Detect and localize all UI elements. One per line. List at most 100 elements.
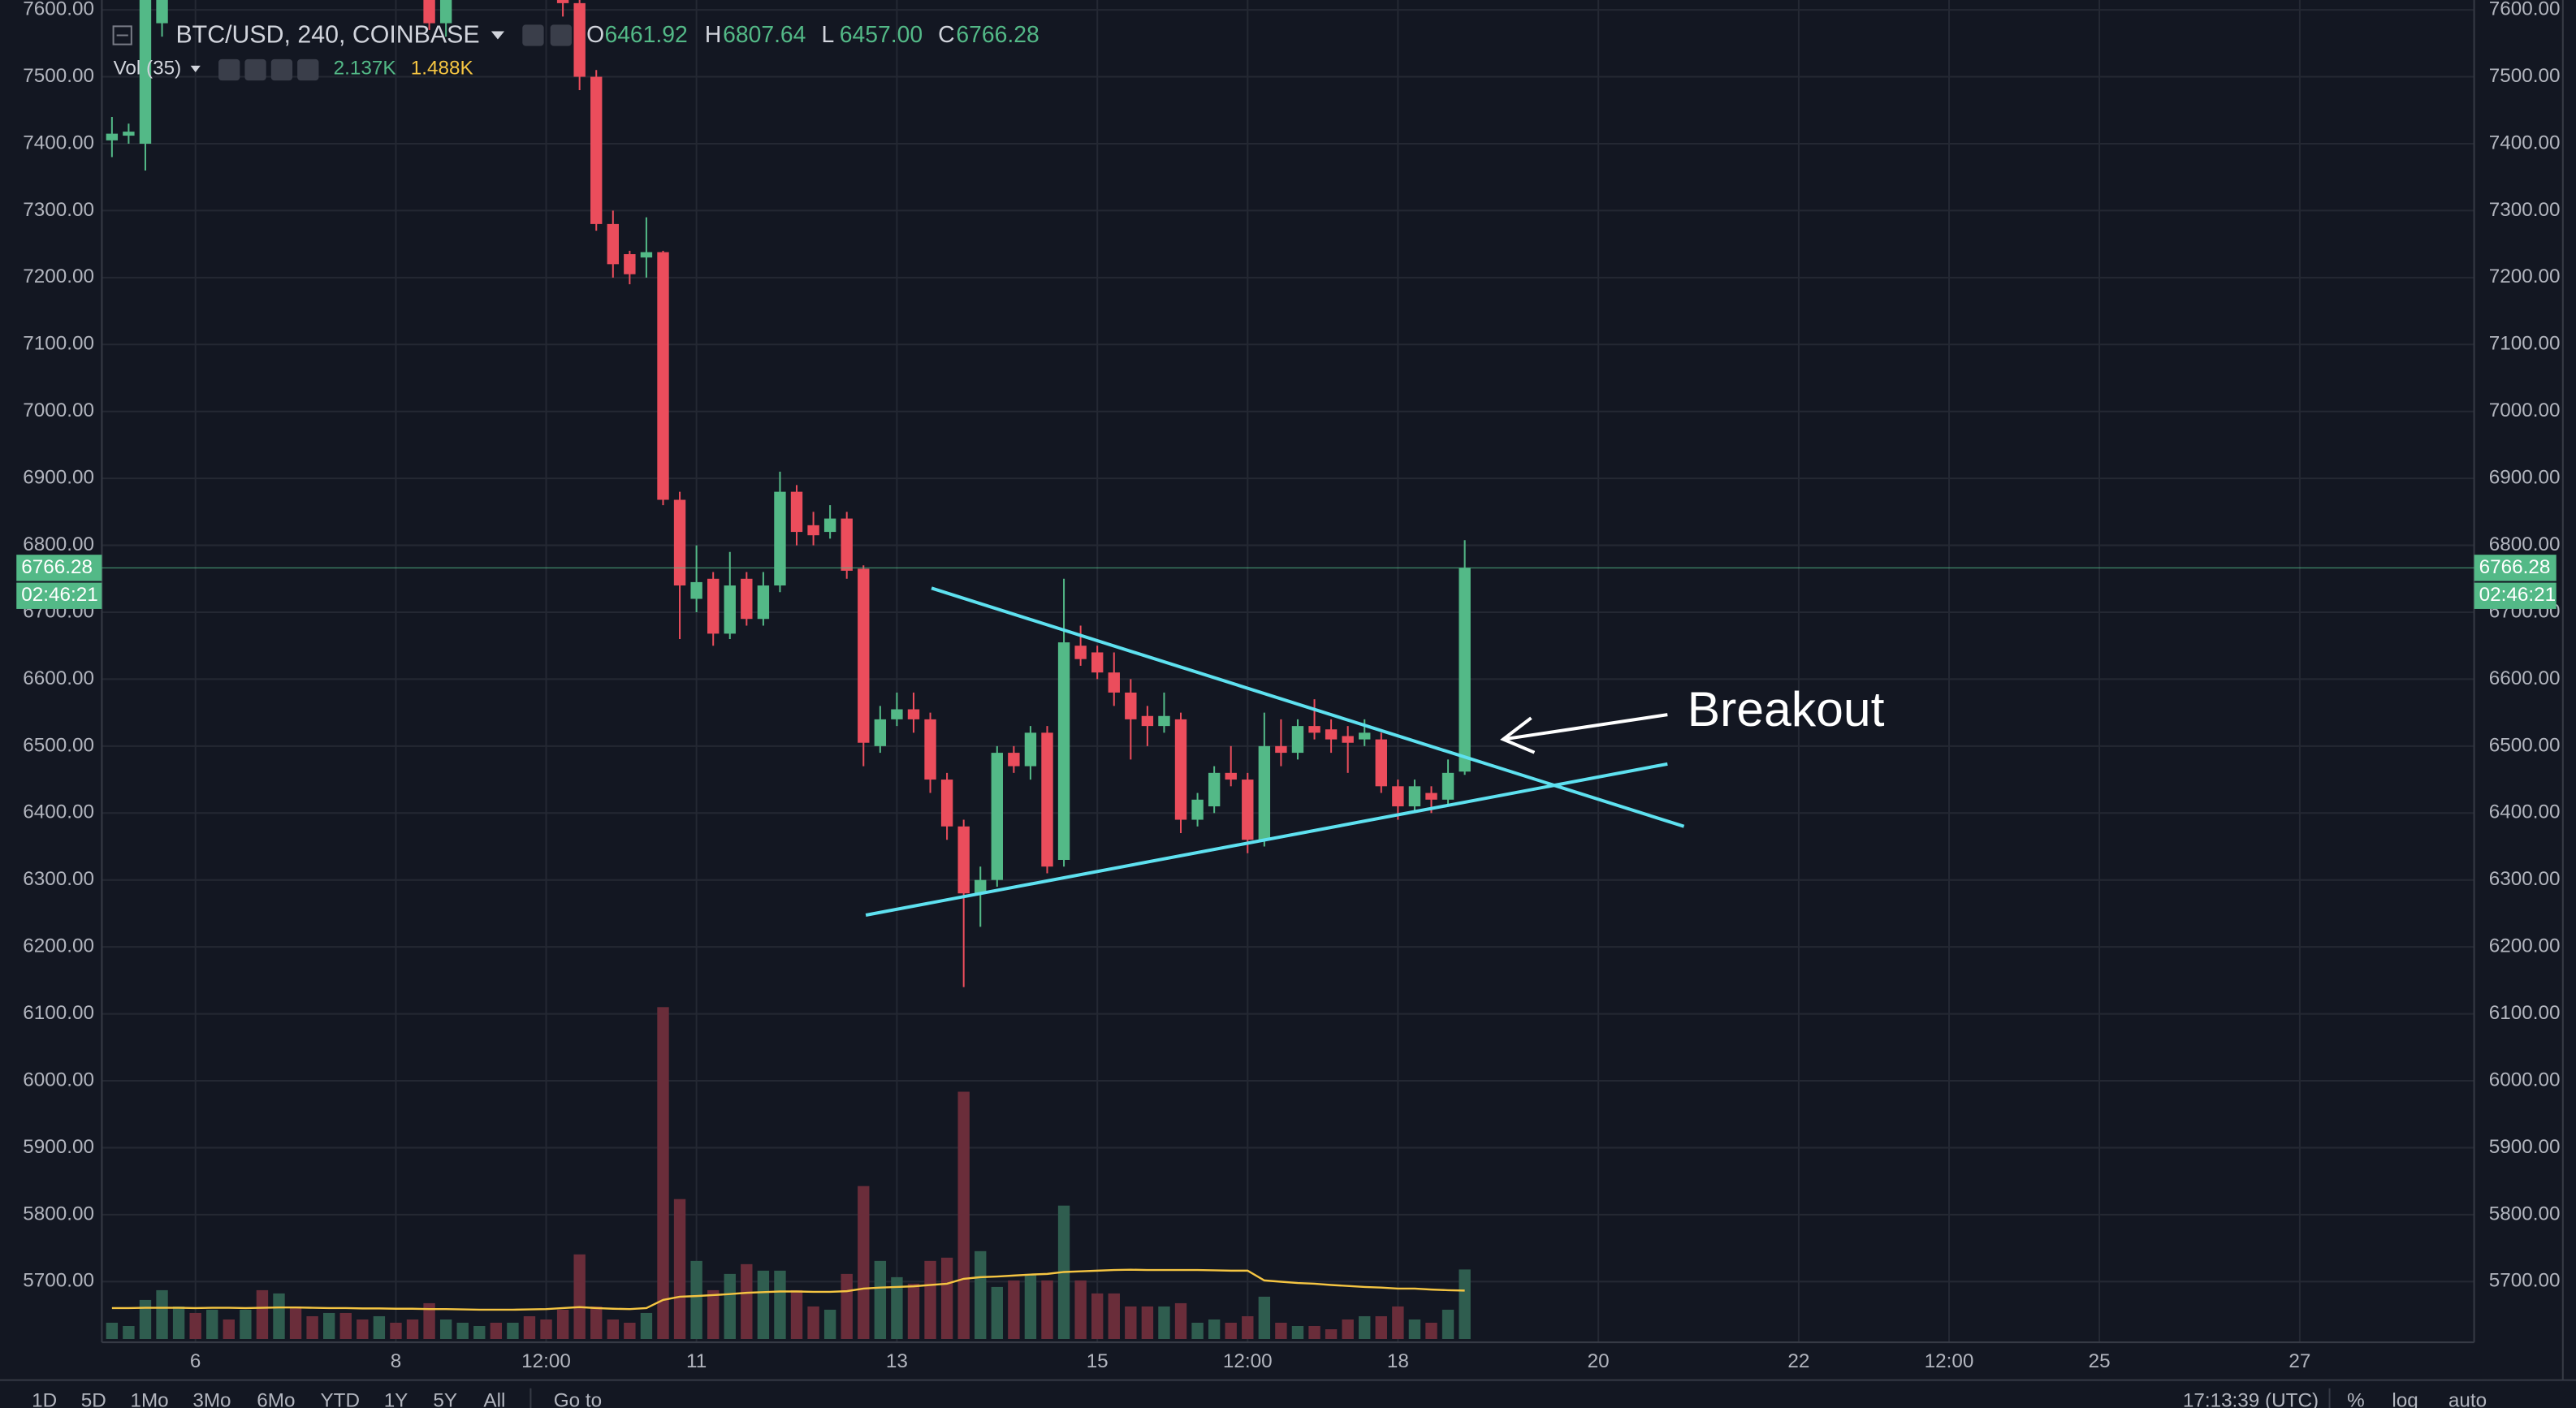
y-tick-label: 5700.00 xyxy=(23,1270,94,1292)
ohlc-key: O xyxy=(586,22,604,48)
range-button[interactable]: 6Mo xyxy=(257,1389,295,1408)
volume-bar xyxy=(172,1306,185,1340)
volume-bar xyxy=(1258,1296,1271,1340)
symbol-title[interactable]: BTC/USD, 240, COINBASE xyxy=(175,22,479,49)
candle-body xyxy=(1359,732,1371,740)
y-tick-label: 6400.00 xyxy=(23,801,94,823)
y-tick-label: 7500.00 xyxy=(2489,65,2561,87)
y-tick-label: 5900.00 xyxy=(23,1136,94,1158)
ohlc-value: 6807.64 xyxy=(723,22,806,48)
volume-bar xyxy=(907,1283,920,1340)
volume-bar xyxy=(1459,1269,1471,1340)
goto-button[interactable]: Go to xyxy=(554,1389,602,1408)
range-button[interactable]: 3Mo xyxy=(192,1389,231,1408)
candle-body xyxy=(1141,715,1154,727)
volume-name[interactable]: Vol (35) xyxy=(114,57,182,79)
y-tick-label: 6600.00 xyxy=(2489,667,2561,689)
x-tick-label: 27 xyxy=(2289,1350,2310,1372)
icon[interactable] xyxy=(297,58,319,81)
arrow xyxy=(1500,713,1668,754)
volume-bar xyxy=(423,1302,435,1340)
y-tick-label: 7300.00 xyxy=(23,199,94,221)
range-button[interactable]: 1Y xyxy=(384,1389,408,1408)
range-button[interactable]: All xyxy=(483,1389,505,1408)
last-price-label: 6766.28 xyxy=(21,556,93,578)
y-tick-label: 6100.00 xyxy=(2489,1002,2561,1024)
volume-bar xyxy=(1275,1322,1287,1340)
y-tick-label: 7600.00 xyxy=(23,0,94,20)
icon[interactable] xyxy=(270,58,293,81)
volume-caret[interactable] xyxy=(190,65,201,73)
volume-bar xyxy=(774,1270,786,1340)
icon[interactable] xyxy=(218,58,240,81)
option-button[interactable]: log xyxy=(2392,1389,2418,1408)
volume-bar xyxy=(139,1299,152,1340)
volume-bar xyxy=(1342,1319,1354,1340)
volume-bar xyxy=(523,1315,536,1340)
volume-bar xyxy=(991,1286,1003,1340)
candle-body xyxy=(1091,652,1104,673)
volume-bar xyxy=(957,1091,970,1340)
volume-bar xyxy=(1325,1328,1338,1340)
candle-body xyxy=(1158,715,1170,727)
ohlc-value: 6461.92 xyxy=(604,22,687,48)
range-button[interactable]: 1Mo xyxy=(130,1389,168,1408)
icon[interactable] xyxy=(550,24,572,46)
option-button[interactable]: % xyxy=(2347,1389,2365,1408)
volume-bar xyxy=(624,1322,636,1340)
candle-body xyxy=(624,253,636,274)
x-tick-label: 12:00 xyxy=(521,1350,571,1372)
volume-bar xyxy=(707,1289,720,1340)
ohlc-legend: O 6461.92 H 6807.64 L 6457.00 C 6766.28 xyxy=(586,22,1039,48)
range-button[interactable]: 5D xyxy=(81,1389,106,1408)
candle-body xyxy=(590,76,603,224)
y-tick-label: 6600.00 xyxy=(23,667,94,689)
candle-body xyxy=(1375,739,1387,787)
range-button[interactable]: 1D xyxy=(32,1389,57,1408)
volume-bar xyxy=(1408,1319,1421,1340)
x-tick-label: 12:00 xyxy=(1925,1350,1974,1372)
ohlc-key: C xyxy=(938,22,954,48)
last-price-label: 6766.28 xyxy=(2479,556,2551,578)
volume-bar xyxy=(456,1322,469,1340)
option-button[interactable]: auto xyxy=(2448,1389,2487,1408)
candle-body xyxy=(940,780,953,827)
candle-body xyxy=(774,491,786,586)
icon[interactable] xyxy=(244,58,266,81)
toolbar xyxy=(0,1380,2576,1408)
candle-body xyxy=(1425,793,1437,800)
candle-body xyxy=(423,0,435,24)
icon[interactable] xyxy=(522,24,544,46)
volume-bar xyxy=(1024,1273,1037,1340)
candle-body xyxy=(790,491,803,533)
volume-bar xyxy=(1041,1280,1053,1340)
collapse-icon[interactable] xyxy=(112,25,132,45)
x-tick-label: 25 xyxy=(2089,1350,2111,1372)
candle-body xyxy=(1275,745,1287,754)
candle-body xyxy=(1041,732,1053,867)
candle-body xyxy=(757,585,770,620)
candle-body xyxy=(741,578,753,620)
volume-bar xyxy=(841,1273,853,1340)
candle-body xyxy=(1441,772,1454,800)
volume-bar xyxy=(1375,1315,1387,1340)
volume-bar xyxy=(1291,1325,1304,1340)
trendline-lower xyxy=(865,762,1668,917)
x-tick-label: 22 xyxy=(1787,1350,1809,1372)
y-tick-label: 7200.00 xyxy=(23,266,94,287)
volume-bar xyxy=(757,1270,770,1340)
y-tick-label: 7400.00 xyxy=(23,132,94,153)
range-button[interactable]: YTD xyxy=(320,1389,360,1408)
volume-bar xyxy=(673,1199,686,1340)
candle-body xyxy=(673,499,686,586)
y-tick-label: 7000.00 xyxy=(2489,400,2561,421)
range-button[interactable]: 5Y xyxy=(433,1389,457,1408)
candle-body xyxy=(1291,726,1304,754)
symbol-caret[interactable] xyxy=(491,31,505,40)
volume-bar xyxy=(657,1007,669,1340)
candle-body xyxy=(1242,780,1254,840)
candle-body xyxy=(823,518,836,533)
y-tick-label: 6300.00 xyxy=(23,868,94,890)
volume-value: 2.137K xyxy=(334,57,396,79)
